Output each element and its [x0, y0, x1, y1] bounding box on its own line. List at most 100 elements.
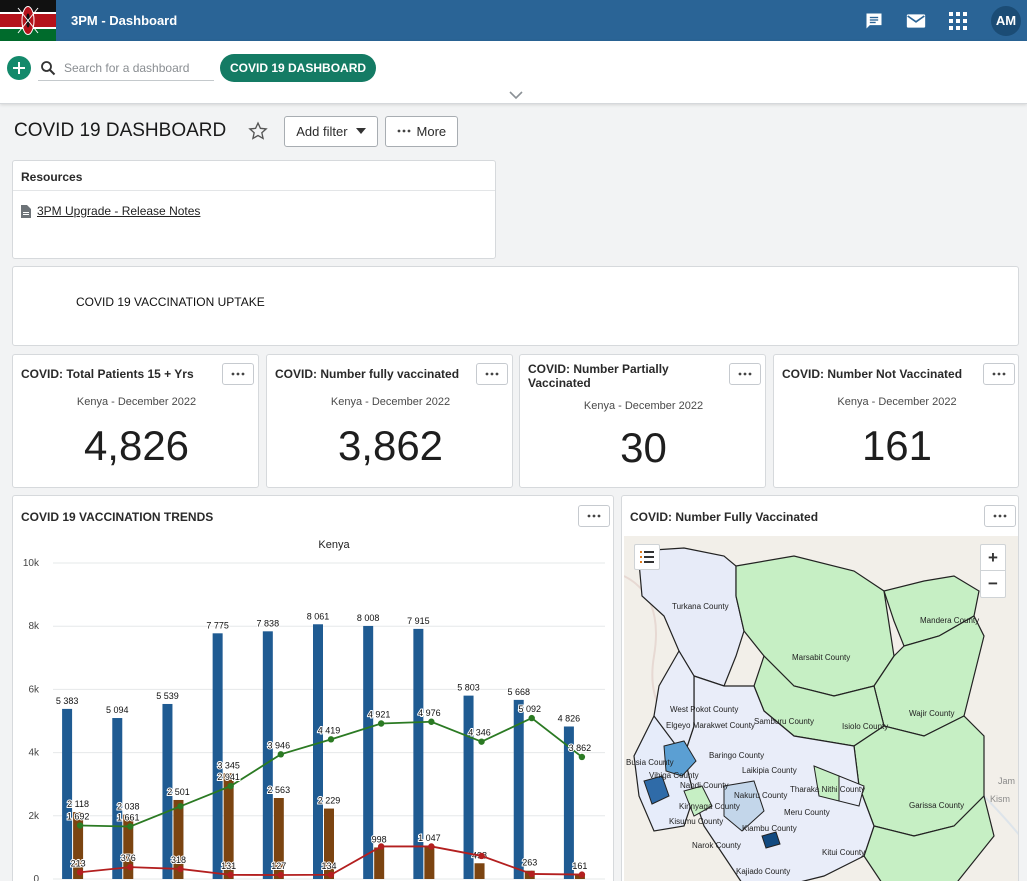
resource-item[interactable]: 3PM Upgrade - Release Notes [21, 204, 200, 218]
map-region-vihiga[interactable] [643, 775, 670, 805]
kenya-counties-map[interactable]: Turkana County Mandera County Marsabit C… [624, 536, 1019, 881]
kpi-card-total-patients: COVID: Total Patients 15 + Yrs Kenya - D… [12, 354, 259, 488]
line-point [578, 871, 586, 878]
chart-options-button[interactable] [578, 505, 610, 527]
chat-icon[interactable] [863, 10, 885, 32]
map-region-coast[interactable] [863, 794, 995, 881]
bar-data-label: 1 047 [418, 833, 441, 843]
map-label: Isiolo County [842, 722, 888, 731]
bar [273, 798, 284, 879]
vaccination-uptake-text-card: COVID 19 VACCINATION UPTAKE [12, 266, 1019, 346]
kpi-subtitle: Kenya - December 2022 [76, 396, 197, 408]
map-label: Kirinyaga County [679, 802, 740, 811]
map-region-turkana[interactable] [637, 547, 745, 687]
bar [112, 718, 123, 879]
bar [374, 847, 385, 879]
bar-data-label: 161 [572, 861, 587, 871]
line-data-label: 2 941 [217, 772, 240, 782]
kpi-options-button[interactable] [729, 363, 761, 385]
user-avatar[interactable]: AM [991, 5, 1021, 36]
chevron-down-icon[interactable] [508, 89, 524, 101]
kenya-flag-logo[interactable] [0, 0, 56, 41]
resources-card: Resources 3PM Upgrade - Release Notes [12, 160, 496, 259]
apps-grid-icon[interactable] [947, 10, 969, 32]
legend-list-icon[interactable] [634, 544, 660, 570]
line-point [428, 718, 435, 725]
map-label: Wajir County [909, 709, 955, 718]
kpi-subtitle: Kenya - December 2022 [583, 400, 704, 412]
add-dashboard-button[interactable] [7, 56, 31, 80]
map-label: Kitui County [822, 848, 865, 857]
map-region-tharaka[interactable] [813, 765, 840, 802]
kpi-card-not-vaccinated: COVID: Number Not Vaccinated Kenya - Dec… [773, 354, 1019, 488]
bar-data-label: 7 915 [407, 616, 430, 626]
line-point [76, 869, 84, 876]
map-label: Narok County [692, 841, 741, 850]
vaccination-trends-chart: Kenya 0 2k 4k 6k 8k 10k 5 383 5 094 5 539 7 775 7 8… [23, 539, 605, 881]
line-data-label: 1 661 [117, 813, 140, 823]
y-tick-label: 10k [23, 558, 40, 569]
kpi-options-button[interactable] [476, 363, 508, 385]
plus-icon [13, 62, 25, 74]
dashboard-control-bar: COVID 19 DASHBOARD [0, 41, 1027, 104]
more-dots-icon [993, 514, 1007, 518]
kpi-title: COVID: Number Partially Vaccinated [528, 362, 669, 390]
bar [474, 863, 485, 879]
line-point [127, 863, 134, 871]
line-point [327, 736, 335, 743]
line-data-label: 4 346 [468, 728, 491, 738]
map-label: Laikipia County [742, 766, 797, 775]
line-data-label: 4 419 [318, 725, 341, 735]
zoom-out-button[interactable]: − [988, 574, 998, 593]
kpi-subtitle: Kenya - December 2022 [837, 396, 957, 408]
map-label: Mandera County [920, 616, 979, 625]
search-input[interactable] [64, 60, 214, 75]
more-dots-icon [485, 372, 499, 376]
add-filter-button[interactable]: Add filter [284, 115, 378, 147]
y-tick-label: 2k [28, 811, 40, 822]
selected-dashboard-chip[interactable]: COVID 19 DASHBOARD [220, 54, 377, 82]
bar [363, 625, 374, 879]
release-notes-link[interactable]: 3PM Upgrade - Release Notes [37, 204, 201, 218]
line-point [177, 803, 184, 810]
bar [262, 631, 273, 879]
bar [162, 703, 173, 879]
map-label: Meru County [784, 808, 830, 817]
more-dots-icon [587, 514, 601, 518]
kpi-options-button[interactable] [983, 363, 1015, 385]
line-data-label: 127 [271, 861, 286, 871]
map-place-label: Kism [990, 794, 1010, 804]
more-button[interactable]: More [384, 115, 459, 147]
map-region-kericho[interactable] [683, 785, 713, 817]
bar-data-label: 8 008 [357, 613, 380, 623]
kpi-card-fully-vaccinated: COVID: Number fully vaccinated Kenya - D… [266, 354, 513, 488]
kpi-title: COVID: Total Patients 15 + Yrs [21, 367, 194, 381]
kpi-options-button[interactable] [222, 363, 254, 385]
kpi-value: 161 [861, 422, 933, 469]
map-region-nakuru[interactable] [723, 780, 765, 832]
map-options-button[interactable] [984, 505, 1016, 527]
star-icon[interactable] [248, 120, 270, 142]
bar [463, 695, 474, 879]
map-region-nairobi[interactable] [761, 831, 781, 849]
bar-data-label: 7 775 [206, 620, 229, 630]
line-point [76, 822, 84, 829]
bar [424, 845, 435, 879]
line-point [277, 751, 285, 758]
kpi-title: COVID: Number Not Vaccinated [782, 367, 963, 381]
line-data-label: 3 862 [569, 743, 592, 753]
map-place-label: Jam [998, 776, 1015, 786]
map-zoom-control: + − [980, 544, 1006, 598]
map-region-elgeyo[interactable] [663, 740, 697, 777]
more-dots-icon [992, 372, 1006, 376]
mail-icon[interactable] [905, 10, 927, 32]
bar [513, 699, 524, 879]
line-point [578, 753, 586, 761]
zoom-in-button[interactable]: + [981, 545, 1005, 571]
map-label: Marsabit County [792, 653, 850, 662]
bar-data-label: 5 539 [156, 691, 179, 701]
app-header: 3PM - Dashboard AM [0, 0, 1027, 41]
bar [62, 708, 73, 879]
fully-vaccinated-map-card: COVID: Number Fully Vaccinated [621, 495, 1019, 881]
trends-title: COVID 19 VACCINATION TRENDS [21, 510, 214, 524]
